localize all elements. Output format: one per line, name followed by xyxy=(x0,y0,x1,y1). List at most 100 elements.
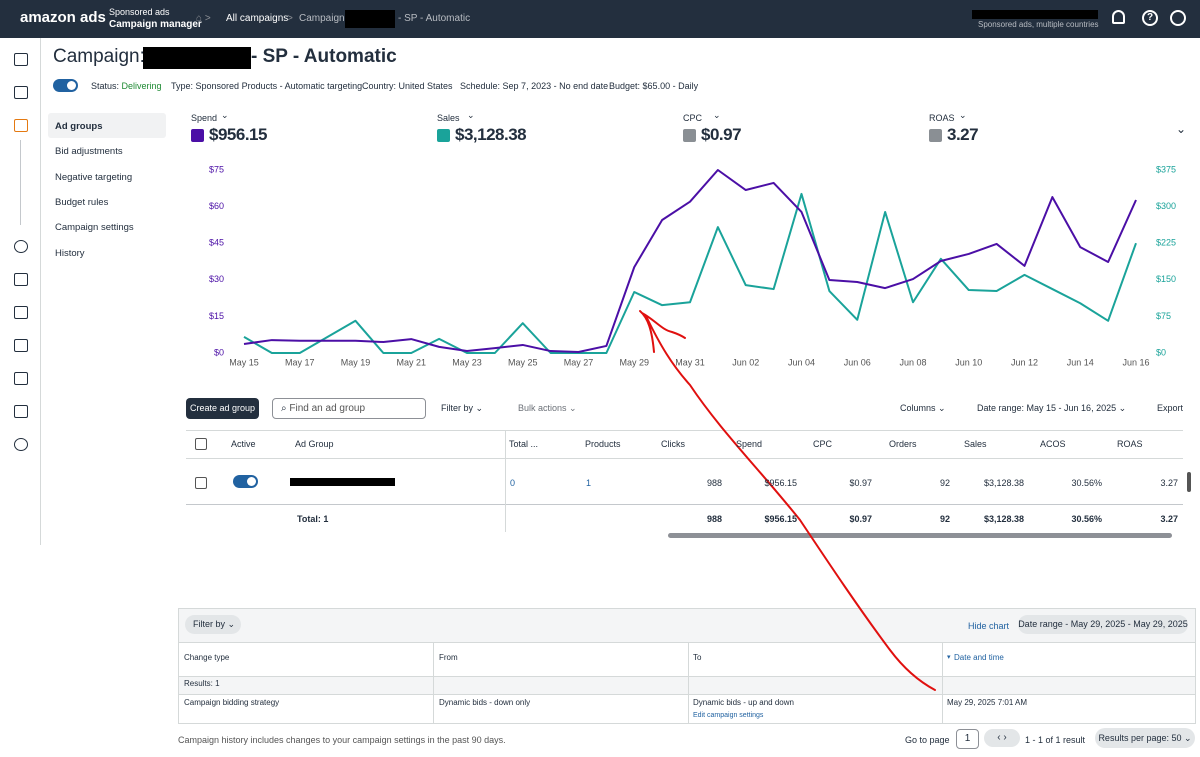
sidebar-item[interactable]: Negative targeting xyxy=(55,171,133,183)
v-scrollbar[interactable] xyxy=(1187,472,1191,492)
column-header[interactable]: Total ... xyxy=(509,439,539,449)
metric-name[interactable]: CPC xyxy=(683,113,703,123)
column-header[interactable]: ROAS xyxy=(1117,439,1143,449)
metric-name[interactable]: Sales xyxy=(437,113,460,123)
filter[interactable]: Filter by ⌄ xyxy=(441,403,484,413)
x-tick-label: May 15 xyxy=(229,357,259,367)
history-header[interactable]: From xyxy=(439,653,458,662)
scrollbar[interactable] xyxy=(668,533,1172,538)
active-toggle[interactable] xyxy=(233,475,258,488)
date-range[interactable]: Date range: May 15 - Jun 16, 2025 ⌄ xyxy=(977,403,1127,413)
chart: $0 $15 $30 $45 $60 $75 $0 $75 $150 $225 $300 $375 Ma… xyxy=(209,164,1176,367)
sidebar-item[interactable]: Budget rules xyxy=(55,196,109,208)
sidebar-item[interactable]: Campaign settings xyxy=(55,222,134,234)
metric-value: 3.27 xyxy=(947,125,979,144)
brand[interactable]: amazon ads xyxy=(20,9,106,26)
column-header[interactable]: Active xyxy=(231,439,256,449)
x-tick-label: Jun 04 xyxy=(788,357,815,367)
column-header[interactable]: Clicks xyxy=(661,439,685,449)
account[interactable]: Sponsored ads, multiple countries xyxy=(978,20,1099,29)
y-tick-label: $30 xyxy=(209,274,224,284)
sidebar-item[interactable]: Ad groups xyxy=(55,121,103,132)
status-label: Status: Delivering xyxy=(91,81,162,91)
cell: 988 xyxy=(706,478,722,488)
create-button[interactable]: Create ad group xyxy=(186,398,259,419)
nav-icon[interactable] xyxy=(14,273,28,286)
history-filter[interactable]: Filter by ⌄ xyxy=(185,615,241,634)
column-header[interactable]: CPC xyxy=(813,439,833,449)
nav-icon[interactable] xyxy=(14,306,28,319)
nav-icon[interactable] xyxy=(14,339,28,352)
search-box[interactable]: ⌕ Find an ad group xyxy=(272,398,426,419)
history-cell: Dynamic bids - up and down xyxy=(693,698,794,707)
metric-name[interactable]: Spend xyxy=(191,113,218,123)
goto-label: Go to page xyxy=(905,735,950,745)
per-page[interactable]: Results per page: 50 ⌄ xyxy=(1095,728,1195,748)
result-range: 1 - 1 of 1 result xyxy=(1025,735,1086,745)
total-cell: 30.56% xyxy=(1071,514,1102,524)
column-header[interactable]: Products xyxy=(585,439,621,449)
redaction xyxy=(143,47,251,69)
x-tick-label: May 27 xyxy=(564,357,594,367)
metric-chevron[interactable]: ⌄ xyxy=(713,110,721,120)
column-header[interactable]: Spend xyxy=(736,439,763,449)
expand-chevron[interactable]: ⌄ xyxy=(1176,122,1187,136)
history-header[interactable]: Change type xyxy=(184,653,230,662)
nav-icon[interactable] xyxy=(14,119,28,132)
edit-link[interactable]: Edit campaign settings xyxy=(693,712,764,719)
top-nav: amazon ads Sponsored ads Campaign manage… xyxy=(0,0,1200,38)
nav-icon[interactable] xyxy=(14,86,28,99)
column-header[interactable]: Orders xyxy=(889,439,917,449)
active-tab-bg xyxy=(48,113,166,138)
total-cell: 92 xyxy=(939,514,950,524)
metric-name[interactable]: ROAS xyxy=(929,113,955,123)
pager[interactable]: ‹ › xyxy=(984,729,1020,747)
breadcrumb[interactable]: All campaigns xyxy=(226,13,289,24)
metric-swatch xyxy=(683,129,696,142)
nav-icon[interactable] xyxy=(14,405,28,418)
product-name: Campaign manager xyxy=(109,19,202,30)
bulk-actions[interactable]: Bulk actions ⌄ xyxy=(518,403,577,413)
cell: $0.97 xyxy=(849,478,872,488)
total-cell: $956.15 xyxy=(764,514,797,524)
metric-chevron[interactable]: ⌄ xyxy=(467,110,475,120)
cell-link[interactable]: 0 xyxy=(510,478,516,488)
nav-icon[interactable] xyxy=(14,372,28,385)
history-header[interactable]: To xyxy=(693,653,702,662)
history-date-range[interactable]: Date range - May 29, 2025 - May 29, 2025 xyxy=(1018,615,1188,634)
hide-chart[interactable]: Hide chart xyxy=(968,621,1010,631)
history-header[interactable]: Date and time xyxy=(954,653,1004,662)
column-header[interactable]: ACOS xyxy=(1040,439,1066,449)
help-icon[interactable]: ? xyxy=(1142,10,1158,26)
y2-tick-label: $0 xyxy=(1156,347,1166,357)
sidebar-item[interactable]: History xyxy=(55,247,85,259)
export[interactable]: Export xyxy=(1157,403,1184,413)
nav-icon[interactable] xyxy=(14,53,28,66)
cell: 3.27 xyxy=(1160,478,1178,488)
checkbox[interactable] xyxy=(195,477,207,489)
sidebar-item[interactable]: Bid adjustments xyxy=(55,146,123,158)
y2-tick-label: $375 xyxy=(1156,164,1176,174)
home-icon[interactable]: ⌂ > xyxy=(196,13,211,24)
toggle[interactable] xyxy=(53,79,78,92)
history-cell: Dynamic bids - down only xyxy=(439,698,531,707)
y2-tick-label: $150 xyxy=(1156,274,1176,284)
profile-icon[interactable] xyxy=(1170,10,1186,26)
metric-chevron[interactable]: ⌄ xyxy=(221,110,229,120)
total-cell: 3.27 xyxy=(1160,514,1178,524)
total-cell: 988 xyxy=(706,514,722,524)
column-header[interactable]: Sales xyxy=(964,439,987,449)
metric-chevron[interactable]: ⌄ xyxy=(959,110,967,120)
redaction xyxy=(972,10,1098,19)
checkbox[interactable] xyxy=(195,438,207,450)
columns[interactable]: Columns ⌄ xyxy=(900,403,946,413)
bell-icon[interactable] xyxy=(1112,10,1125,24)
column-header[interactable]: Ad Group xyxy=(295,439,334,449)
metric-swatch xyxy=(929,129,942,142)
nav-icon[interactable] xyxy=(14,438,28,451)
country: Country: United States xyxy=(362,81,453,91)
cell: 92 xyxy=(939,478,950,488)
cell-link[interactable]: 1 xyxy=(586,478,592,488)
nav-icon[interactable] xyxy=(14,240,28,253)
page-input[interactable]: 1 xyxy=(956,729,979,749)
